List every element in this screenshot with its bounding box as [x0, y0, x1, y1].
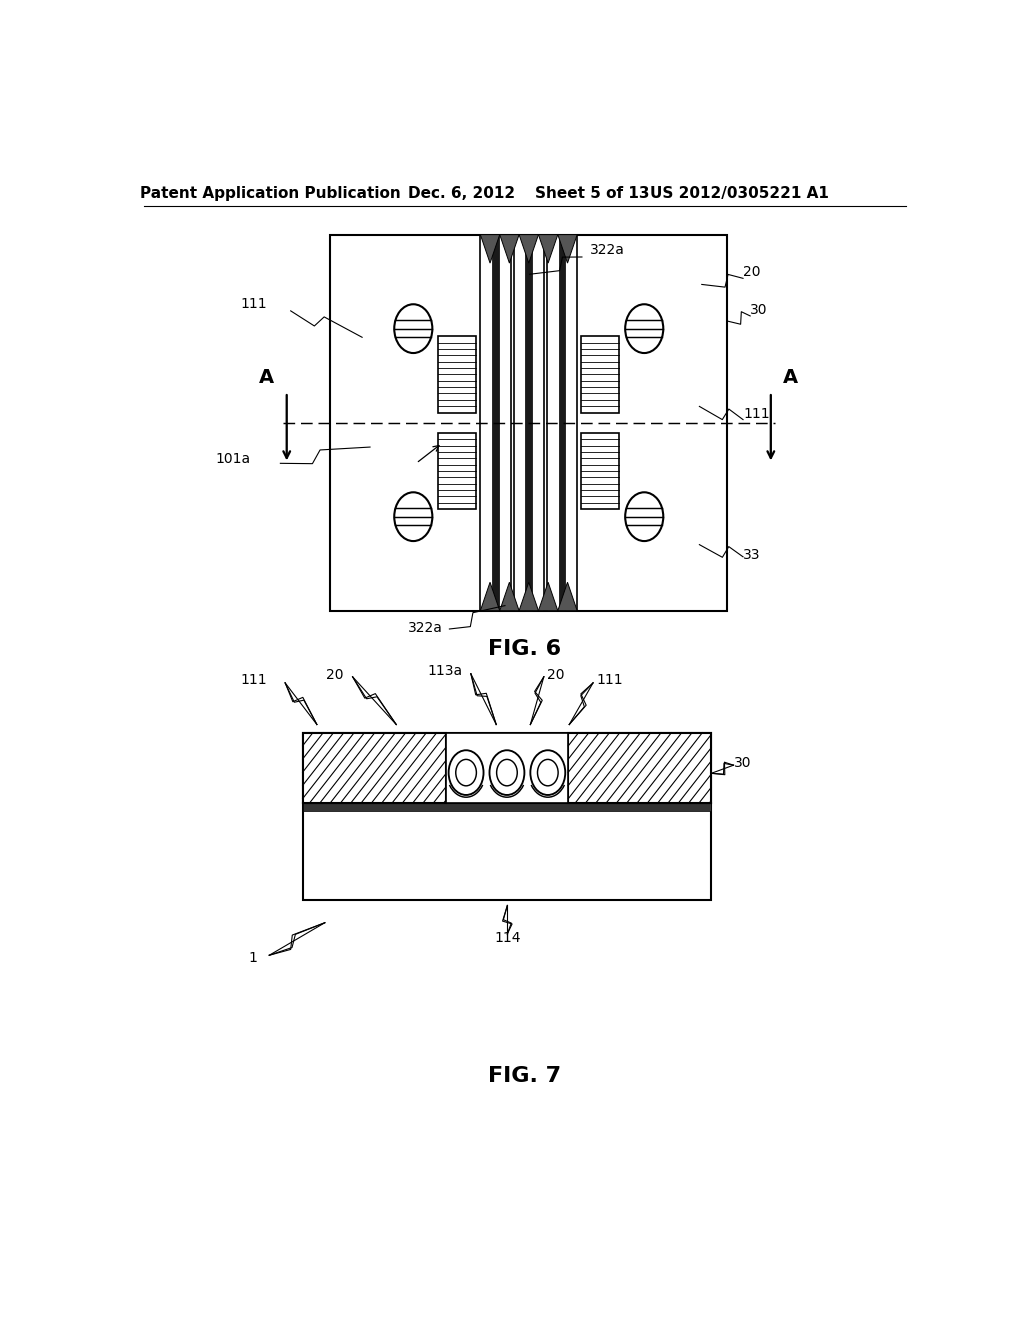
Bar — [582, 433, 620, 510]
Text: 111: 111 — [241, 297, 267, 310]
Polygon shape — [480, 582, 500, 611]
Bar — [303, 733, 445, 803]
Bar — [438, 337, 476, 412]
Text: 111: 111 — [241, 673, 267, 686]
Polygon shape — [500, 582, 519, 611]
Text: 30: 30 — [751, 302, 768, 317]
Text: FIG. 6: FIG. 6 — [488, 639, 561, 659]
Polygon shape — [539, 235, 558, 263]
Polygon shape — [500, 235, 519, 263]
Text: Sheet 5 of 13: Sheet 5 of 13 — [535, 186, 649, 202]
Bar — [514, 235, 544, 611]
Text: 1: 1 — [249, 952, 257, 965]
Bar — [493, 235, 499, 611]
Polygon shape — [480, 235, 500, 263]
Text: 20: 20 — [743, 265, 761, 280]
Polygon shape — [519, 582, 539, 611]
Text: 322a: 322a — [590, 243, 625, 257]
Bar — [331, 235, 727, 611]
Bar — [568, 733, 712, 803]
Text: 20: 20 — [547, 668, 564, 681]
Text: 20: 20 — [327, 668, 344, 681]
Text: A: A — [259, 368, 274, 387]
Text: 113a: 113a — [428, 664, 463, 677]
Bar — [582, 337, 620, 412]
Text: 111: 111 — [596, 673, 623, 686]
Bar — [480, 235, 511, 611]
Text: Patent Application Publication: Patent Application Publication — [140, 186, 401, 202]
Text: 101a: 101a — [216, 453, 251, 466]
Polygon shape — [558, 582, 578, 611]
Text: 33: 33 — [743, 548, 761, 562]
Text: Dec. 6, 2012: Dec. 6, 2012 — [408, 186, 515, 202]
Polygon shape — [519, 235, 539, 263]
Bar — [438, 433, 476, 510]
Text: 30: 30 — [733, 756, 751, 770]
Bar — [525, 235, 532, 611]
Bar — [559, 235, 565, 611]
Polygon shape — [558, 235, 578, 263]
Polygon shape — [539, 582, 558, 611]
Bar — [303, 733, 712, 900]
Text: 322a: 322a — [409, 620, 443, 635]
Text: US 2012/0305221 A1: US 2012/0305221 A1 — [649, 186, 828, 202]
Text: 111: 111 — [743, 407, 770, 421]
Text: A: A — [783, 368, 799, 387]
Text: FIG. 7: FIG. 7 — [488, 1067, 561, 1086]
Bar — [303, 803, 712, 812]
Text: 114: 114 — [495, 931, 520, 945]
Bar — [445, 733, 568, 803]
Bar — [547, 235, 578, 611]
